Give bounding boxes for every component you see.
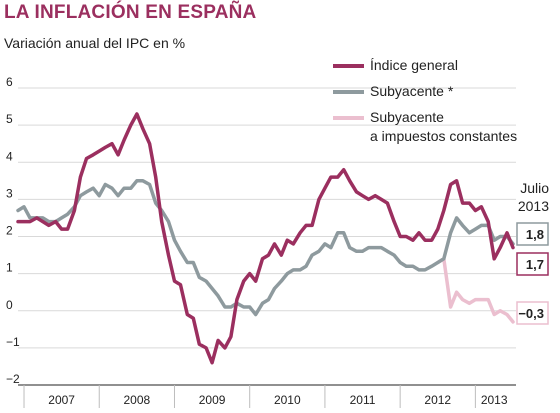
x-tick-label: 2009 [199, 393, 226, 407]
y-tick-label: −1 [6, 335, 20, 349]
series-lines [16, 112, 515, 365]
x-tick-label: 2007 [48, 393, 75, 407]
end-value-label: −0,3 [518, 306, 544, 321]
x-tick-label: 2011 [350, 393, 376, 407]
x-tick-label: 2012 [424, 393, 451, 407]
legend: Índice general Subyacente * Subyacente a im… [333, 57, 517, 144]
x-tick-label: 2008 [124, 393, 151, 407]
y-tick-label: 2 [6, 224, 13, 238]
series-line [436, 257, 515, 324]
series-line [16, 112, 515, 365]
end-annotations: Julio 2013 1,8 1,7 −0,3 [516, 180, 549, 325]
y-tick-label: 3 [6, 186, 13, 200]
y-tick-label: 6 [6, 75, 13, 89]
y-tick-label: −2 [6, 372, 20, 386]
chart-title: LA INFLACIÓN EN ESPAÑA [4, 2, 257, 23]
legend-label: Subyacente * [370, 83, 454, 99]
end-value-box [516, 222, 549, 246]
end-value-box [516, 301, 549, 325]
annotation-month: Julio [520, 180, 549, 196]
end-value-box [516, 252, 549, 276]
annotation-year: 2013 [518, 198, 549, 214]
y-tick-label: 5 [6, 112, 13, 126]
chart-subtitle: Variación anual del IPC en % [4, 35, 186, 51]
end-value-label: 1,8 [526, 227, 544, 242]
legend-label: Índice general [370, 57, 458, 73]
legend-label: a impuestos constantes [370, 128, 517, 144]
y-tick-label: 0 [6, 298, 13, 312]
series-line [16, 179, 515, 317]
x-tick-label: 2010 [274, 393, 301, 407]
grid-lines [18, 87, 516, 386]
end-value-label: 1,7 [526, 257, 544, 272]
legend-label: Subyacente [370, 109, 444, 125]
y-axis-ticks: 6 5 4 3 2 1 0 −1 −2 [6, 75, 20, 386]
y-tick-label: 1 [6, 261, 13, 275]
x-tick-label: 2013 [481, 393, 508, 407]
y-tick-label: 4 [6, 149, 13, 163]
x-axis: 2007 2008 2009 2010 2011 2012 2013 [18, 384, 516, 408]
